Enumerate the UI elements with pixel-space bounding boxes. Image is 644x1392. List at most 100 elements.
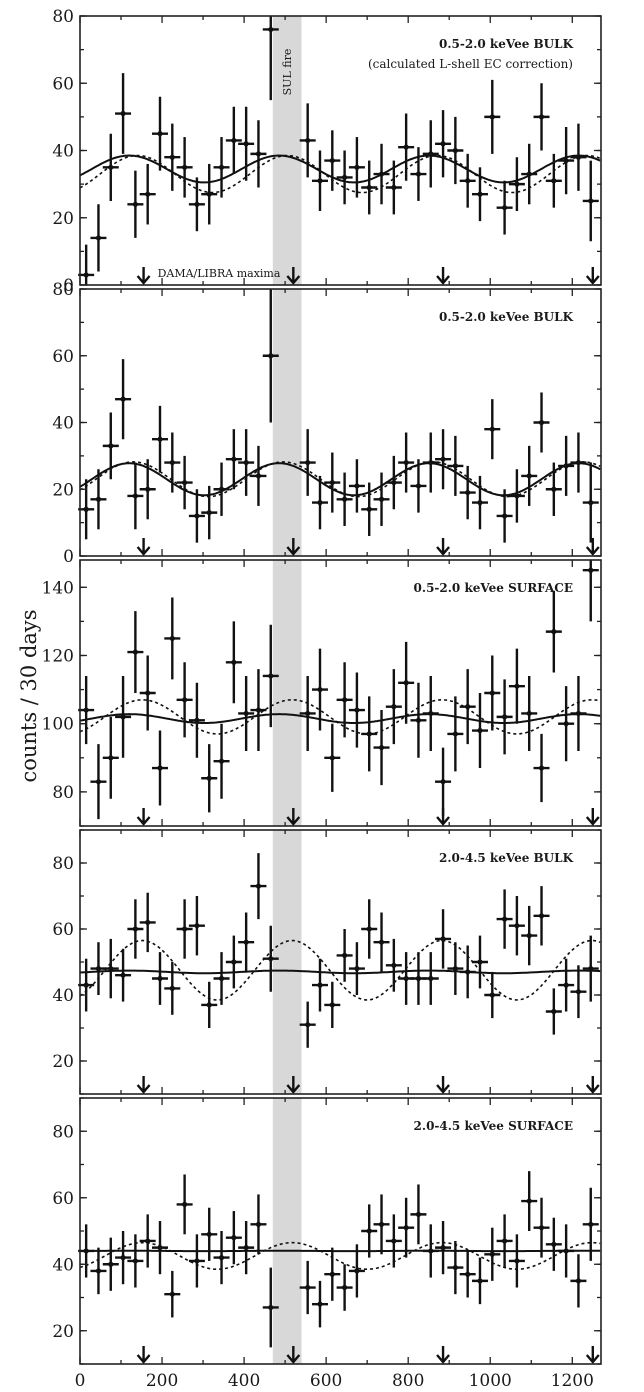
data-point [108, 1261, 114, 1267]
data-point [440, 936, 446, 942]
data-point [194, 717, 200, 723]
data-point [415, 171, 422, 177]
data-point [305, 459, 311, 466]
data-point [465, 1271, 471, 1277]
data-point [255, 1221, 262, 1227]
data-point [588, 500, 594, 506]
y-axis-label: counts / 30 days [17, 609, 41, 782]
data-point [575, 710, 582, 717]
data-point [145, 690, 151, 696]
data-point [452, 966, 458, 972]
data-point [526, 171, 532, 177]
data-point [378, 744, 385, 751]
data-point [182, 1201, 188, 1207]
data-point [501, 714, 508, 720]
data-point [501, 1238, 508, 1244]
data-point [206, 191, 212, 197]
data-point [403, 144, 409, 150]
data-point [157, 436, 163, 442]
solid-fit-curve [79, 969, 601, 975]
data-point [403, 975, 409, 982]
sul-fire-label: SUL fire [281, 49, 294, 96]
data-point [452, 147, 458, 154]
data-point [329, 1271, 335, 1277]
data-point [255, 883, 262, 889]
x-tick-label: 400 [228, 1371, 260, 1391]
data-point [120, 396, 126, 402]
data-point [206, 775, 212, 781]
data-point [83, 1248, 89, 1254]
data-point [145, 919, 151, 926]
solid-fit-curve [79, 462, 601, 497]
data-point [501, 205, 508, 211]
data-point [551, 178, 557, 184]
panel-title: 0.5-2.0 keVee BULK [439, 310, 574, 324]
maxima-arrow [136, 538, 151, 556]
data-point [465, 704, 471, 710]
x-tick-label: 1000 [469, 1371, 512, 1391]
panel-1: SUL fire DAMA/LIBRA maxima 0 20 40 60 80 0.5-2.… [52, 7, 602, 296]
data-point [588, 966, 594, 972]
data-point [563, 157, 569, 164]
y-tick-label: 40 [52, 142, 74, 162]
maxima-arrow [286, 538, 301, 556]
maxima-arrow [286, 1346, 301, 1364]
data-point [465, 178, 471, 184]
y-tick-label: 40 [52, 1255, 74, 1275]
data-point [354, 164, 360, 170]
data-point [231, 456, 237, 462]
data-point [366, 926, 372, 932]
data-point [218, 164, 225, 170]
data-point [563, 1248, 569, 1254]
data-point [108, 164, 114, 170]
sul-fire-band [272, 16, 302, 285]
data-point [120, 1255, 126, 1261]
dashed-fit-curve [79, 698, 601, 735]
panel-frame [79, 829, 602, 1095]
data-point [465, 489, 471, 496]
data-point [538, 114, 545, 120]
data-point [206, 510, 212, 516]
data-point [440, 1245, 446, 1251]
data-point [489, 114, 495, 120]
maxima-arrow [136, 1346, 151, 1364]
data-point [218, 1255, 225, 1261]
data-point [218, 486, 225, 492]
data-point [243, 939, 249, 945]
y-tick-label: 20 [52, 1052, 74, 1072]
data-point [501, 513, 508, 519]
data-point [588, 1221, 594, 1227]
data-point [428, 459, 434, 466]
y-tick-label: 80 [52, 280, 74, 300]
data-point [538, 913, 545, 919]
panel-frame [79, 1097, 602, 1365]
data-point [194, 923, 200, 929]
data-point [194, 1258, 200, 1264]
data-point [329, 1002, 335, 1008]
data-point [329, 755, 335, 761]
data-point [575, 1278, 582, 1284]
data-point [182, 926, 188, 932]
data-point [83, 272, 89, 278]
data-point [268, 673, 274, 679]
data-point [145, 191, 151, 197]
maxima-arrow [136, 808, 151, 826]
data-point [169, 459, 175, 466]
data-point [169, 635, 175, 642]
data-point [428, 710, 434, 717]
data-point [563, 982, 569, 988]
data-point [477, 1278, 483, 1284]
data-point [305, 1284, 311, 1291]
data-point [255, 707, 262, 713]
data-point [588, 567, 594, 573]
maxima-arrow [436, 538, 450, 556]
y-tick-label: 80 [52, 783, 74, 803]
data-point [551, 486, 557, 492]
data-point [132, 1258, 138, 1264]
data-point [268, 1304, 274, 1311]
data-point [391, 479, 397, 486]
data-point [575, 459, 582, 466]
data-point [268, 353, 274, 359]
maxima-arrow [585, 538, 600, 556]
data-point [95, 779, 102, 785]
